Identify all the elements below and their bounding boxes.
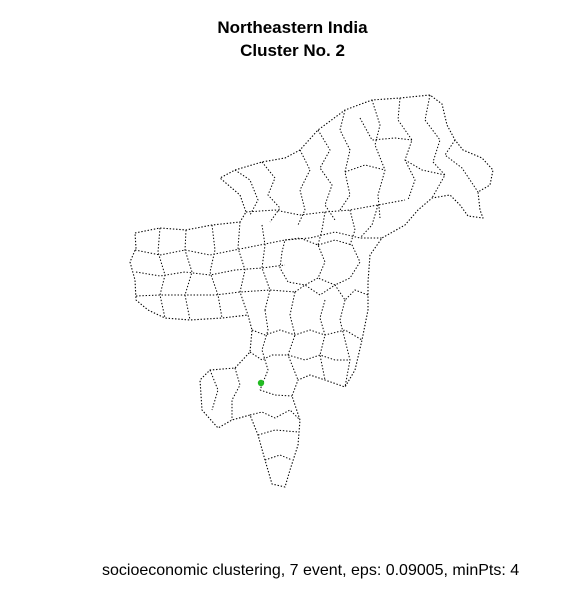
district-boundary <box>264 454 293 461</box>
district-boundary <box>339 109 351 211</box>
district-boundary <box>359 204 379 239</box>
district-boundary <box>319 299 326 381</box>
district-boundary <box>424 94 446 199</box>
region-outline <box>129 94 494 488</box>
district-boundary <box>134 231 382 256</box>
district-boundary <box>297 149 311 226</box>
district-boundary <box>209 224 223 319</box>
district-boundary <box>231 367 241 420</box>
district-boundary <box>234 169 259 216</box>
district-boundary <box>261 161 281 223</box>
district-boundary <box>135 289 296 297</box>
district-boundary <box>249 351 350 361</box>
district-boundary <box>339 299 351 388</box>
district-boundary <box>237 221 249 316</box>
district-boundary <box>257 429 299 436</box>
district-boundary <box>261 224 271 311</box>
district-boundary <box>317 211 326 246</box>
map-caption: socioeconomic clustering, 7 event, eps: … <box>102 562 520 579</box>
district-boundary <box>349 209 356 246</box>
district-boundary <box>344 164 386 173</box>
district-boundary <box>294 284 369 301</box>
district-boundary <box>157 227 166 319</box>
district-boundary <box>251 329 363 341</box>
district-boundary <box>317 239 361 286</box>
district-boundary <box>259 389 293 397</box>
district-boundary <box>404 159 446 176</box>
district-boundary <box>371 99 386 219</box>
map-title-line-1: Northeastern India <box>217 18 368 37</box>
map-title-line-2: Cluster No. 2 <box>240 41 345 60</box>
cluster-point <box>257 379 265 387</box>
district-boundary <box>287 291 299 381</box>
district-boundary <box>249 409 301 421</box>
district-boundary <box>259 309 269 391</box>
district-boundary <box>317 129 336 221</box>
district-boundary <box>184 229 193 321</box>
district-boundary <box>397 97 416 201</box>
district-boundary <box>135 264 286 277</box>
district-boundary <box>209 369 219 411</box>
district-boundary <box>245 199 406 216</box>
district-boundary <box>279 237 326 286</box>
